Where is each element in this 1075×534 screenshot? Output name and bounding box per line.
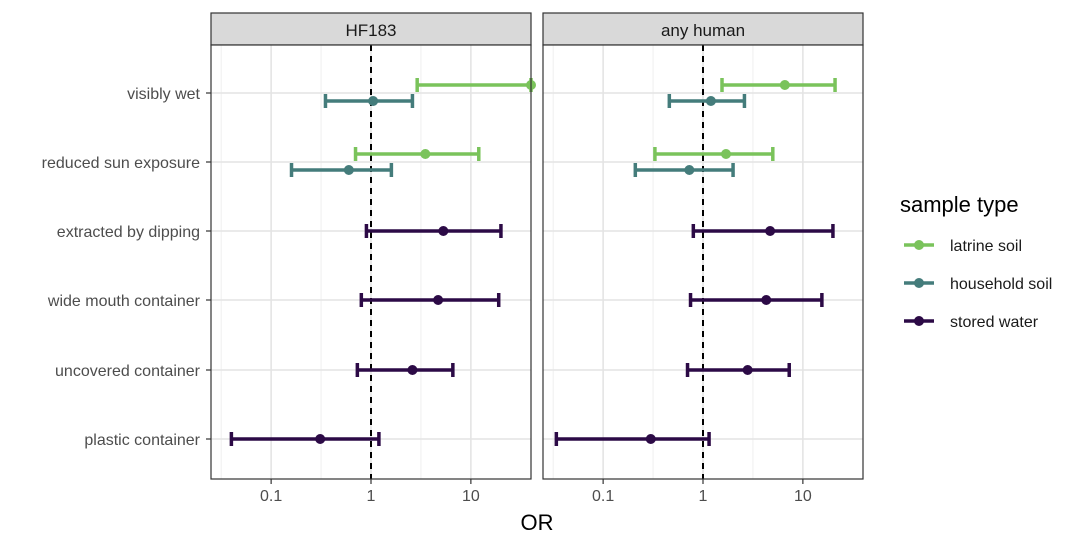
category-label-uncovered-container: uncovered container — [55, 363, 201, 380]
panel-any-human: any human 0.1 1 10 — [542, 12, 864, 505]
category-label-reduced-sun-exposure: reduced sun exposure — [42, 155, 200, 172]
estimate-point-hf183-reduced-sun-exposure-household-soil — [343, 165, 354, 175]
x-tick-label: 0.1 — [260, 488, 282, 505]
category-axis-labels: visibly wet reduced sun exposure extracted… — [42, 86, 211, 449]
legend-title: sample type — [900, 192, 1019, 217]
estimate-point-any-human-wide-mouth-container-stored-water — [761, 295, 772, 305]
x-tick-label: 1 — [367, 488, 376, 505]
panel-strip-any-human — [542, 12, 864, 46]
estimate-point-hf183-visibly-wet-household-soil — [368, 96, 379, 106]
legend: sample type latrine soil household soil st… — [900, 192, 1052, 331]
panels: HF183 0.1 1 10 any human 0.1 1 10 — [210, 12, 864, 505]
estimate-point-any-human-extracted-by-dipping-stored-water — [765, 226, 776, 236]
legend-label-stored-water: stored water — [950, 314, 1039, 331]
panel-title-hf183: HF183 — [345, 21, 396, 40]
category-label-extracted-by-dipping: extracted by dipping — [57, 224, 200, 241]
legend-label-latrine-soil: latrine soil — [950, 238, 1022, 255]
x-tick-label: 10 — [462, 488, 480, 505]
x-tick-label: 0.1 — [592, 488, 614, 505]
panel-title-any-human: any human — [661, 21, 745, 40]
x-tick-label: 1 — [699, 488, 708, 505]
legend-key-point-latrine-soil — [914, 240, 924, 250]
estimate-point-any-human-plastic-container-stored-water — [645, 434, 656, 444]
legend-key-point-household-soil — [914, 278, 924, 288]
estimate-point-any-human-visibly-wet-household-soil — [705, 96, 716, 106]
estimate-point-any-human-visibly-wet-latrine-soil — [779, 80, 790, 90]
estimate-point-hf183-wide-mouth-container-stored-water — [433, 295, 444, 305]
estimate-point-any-human-reduced-sun-exposure-household-soil — [684, 165, 695, 175]
legend-label-household-soil: household soil — [950, 276, 1052, 293]
category-label-wide-mouth-container: wide mouth container — [47, 293, 201, 310]
estimate-point-hf183-plastic-container-stored-water — [315, 434, 326, 444]
estimate-point-hf183-uncovered-container-stored-water — [407, 365, 418, 375]
panel-strip-hf183 — [210, 12, 532, 46]
estimate-point-any-human-uncovered-container-stored-water — [742, 365, 753, 375]
x-tick-label: 10 — [794, 488, 812, 505]
estimate-point-hf183-reduced-sun-exposure-latrine-soil — [420, 149, 431, 159]
category-label-plastic-container: plastic container — [84, 432, 200, 449]
estimate-point-any-human-reduced-sun-exposure-latrine-soil — [721, 149, 732, 159]
panel-hf183: HF183 0.1 1 10 — [210, 12, 536, 505]
estimate-point-hf183-extracted-by-dipping-stored-water — [438, 226, 449, 236]
x-axis-title: OR — [521, 510, 554, 534]
legend-key-point-stored-water — [914, 316, 924, 326]
category-label-visibly-wet: visibly wet — [127, 86, 200, 103]
